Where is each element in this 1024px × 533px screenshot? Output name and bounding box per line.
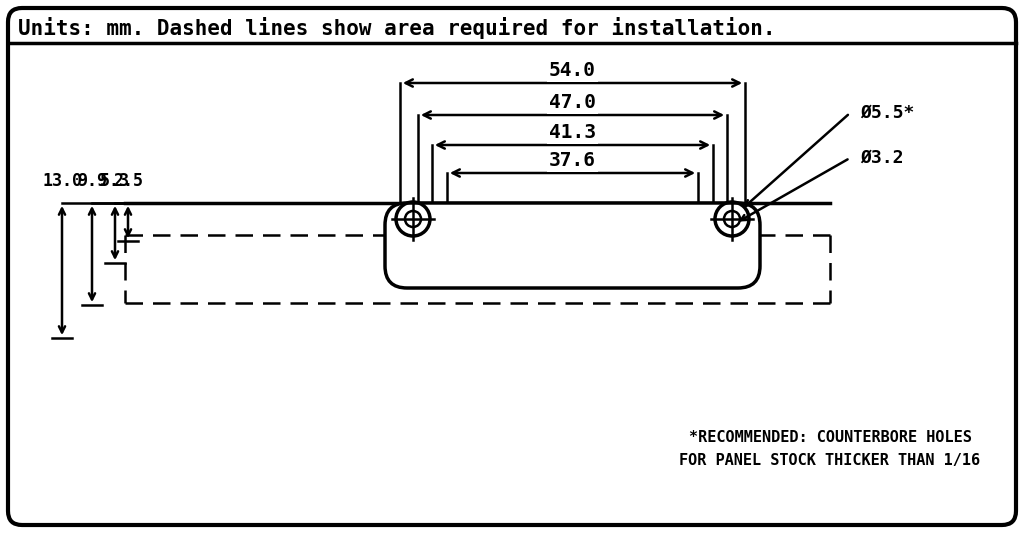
Text: FOR PANEL STOCK THICKER THAN 1/16: FOR PANEL STOCK THICKER THAN 1/16	[680, 454, 981, 469]
Text: 9.9: 9.9	[77, 172, 106, 190]
Text: 5.3: 5.3	[100, 172, 130, 190]
Text: 54.0: 54.0	[549, 61, 596, 80]
FancyBboxPatch shape	[385, 203, 760, 288]
Text: 41.3: 41.3	[549, 123, 596, 142]
FancyBboxPatch shape	[8, 8, 1016, 525]
Text: *RECOMMENDED: COUNTERBORE HOLES: *RECOMMENDED: COUNTERBORE HOLES	[688, 431, 972, 446]
Text: 37.6: 37.6	[549, 151, 596, 170]
Text: 2.5: 2.5	[113, 172, 143, 190]
Text: Ø5.5*: Ø5.5*	[860, 104, 914, 122]
Text: 13.0: 13.0	[42, 172, 82, 190]
Text: Ø3.2: Ø3.2	[860, 149, 903, 167]
Text: 47.0: 47.0	[549, 93, 596, 112]
Text: Units: mm. Dashed lines show area required for installation.: Units: mm. Dashed lines show area requir…	[18, 17, 775, 39]
